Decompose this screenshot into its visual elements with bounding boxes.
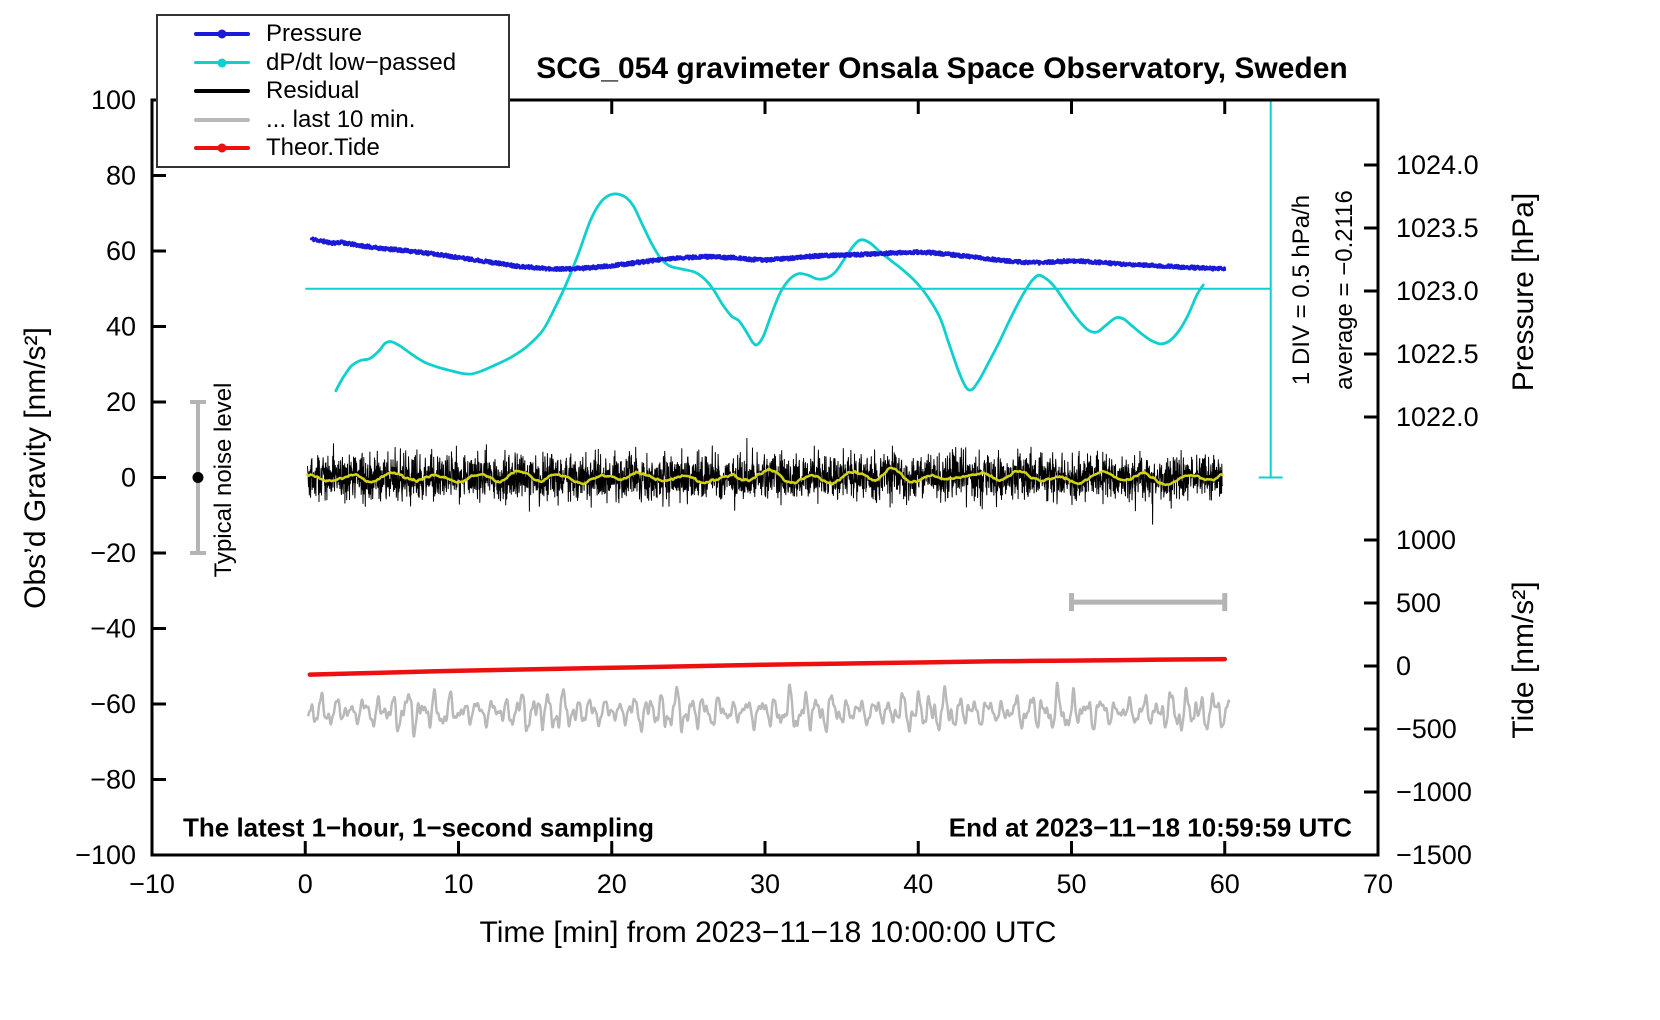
gravity-tick-label: 60: [106, 236, 136, 266]
legend-label: Residual: [266, 77, 360, 104]
pressure-tick-label: 1022.5: [1396, 339, 1479, 369]
tide-tick-label: −1000: [1396, 777, 1472, 807]
legend-label: Theor.Tide: [266, 134, 380, 161]
pressure-tick-label: 1024.0: [1396, 150, 1479, 180]
gravity-tick-label: 0: [121, 463, 136, 493]
legend-marker-dot: [217, 58, 227, 67]
series-residual: [307, 437, 1223, 525]
gravity-tick-label: 40: [106, 312, 136, 342]
noise-level-label: Typical noise level: [210, 382, 237, 578]
tide-tick-label: 1000: [1396, 525, 1456, 555]
x-tick-label: 20: [597, 869, 627, 899]
x-tick-label: 0: [298, 869, 313, 899]
sampling-note: The latest 1−hour, 1−second sampling: [183, 812, 655, 843]
noise-level-dot: [192, 472, 204, 483]
gravity-tick-label: 100: [91, 85, 136, 115]
legend-item-last10min: ... last 10 min.: [158, 106, 508, 133]
legend-sample-line: [194, 89, 250, 93]
series-residual-smoothed: [306, 466, 1224, 487]
legend-marker-dot: [217, 143, 227, 153]
pressure-tick-label: 1022.0: [1396, 402, 1479, 432]
legend-item-residual: Residual: [158, 77, 508, 105]
gravity-tick-label: −60: [90, 689, 136, 719]
div-scale-label: 1 DIV = 0.5 hPa/h: [1288, 194, 1315, 386]
x-tick-label: 70: [1363, 869, 1393, 899]
legend-sample-line: [194, 58, 250, 67]
legend-label: dP/dt low−passed: [266, 48, 457, 76]
legend-marker-dot: [217, 29, 227, 39]
legend-sample-line: [194, 143, 250, 153]
legend: Pressure dP/dt low−passed Residual... last…: [156, 14, 510, 168]
y-axis-label-tide: Tide [nm/s²]: [1507, 581, 1540, 739]
end-time-note: End at 2023−11−18 10:59:59 UTC: [948, 812, 1352, 843]
x-tick-label: 50: [1056, 869, 1086, 899]
legend-item-pressure: Pressure: [158, 20, 508, 48]
pressure-tick-label: 1023.0: [1396, 276, 1479, 306]
tide-tick-label: −1500: [1396, 840, 1472, 870]
gravity-tick-label: −20: [90, 538, 136, 568]
gravity-tick-label: 80: [106, 161, 136, 191]
tide-tick-label: 0: [1396, 651, 1411, 681]
average-label: average = −0.2116: [1331, 190, 1358, 390]
pressure-tick-label: 1023.5: [1396, 213, 1479, 243]
legend-label: Pressure: [266, 20, 363, 47]
legend-sample-line: [194, 117, 250, 122]
x-axis-label: Time [min] from 2023−11−18 10:00:00 UTC: [479, 916, 1057, 949]
gravity-tick-label: 20: [106, 387, 136, 417]
gravity-tick-label: −80: [90, 765, 136, 795]
tide-tick-label: −500: [1396, 714, 1457, 744]
x-tick-label: 60: [1210, 869, 1240, 899]
x-tick-label: −10: [129, 869, 175, 899]
legend-item-theor-tide: Theor.Tide: [158, 134, 508, 162]
chart-title: SCG_054 gravimeter Onsala Space Observat…: [536, 52, 1348, 85]
legend-item-dpdt: dP/dt low−passed: [158, 49, 508, 76]
legend-label: ... last 10 min.: [266, 105, 416, 133]
x-tick-label: 30: [750, 869, 780, 899]
y-axis-label-gravity: Obs’d Gravity [nm/s²]: [19, 327, 52, 609]
tide-tick-label: 500: [1396, 588, 1441, 618]
series-last10min: [307, 681, 1231, 738]
gravity-tick-label: −100: [75, 840, 136, 870]
x-tick-label: 40: [903, 869, 933, 899]
legend-sample-line: [194, 29, 250, 39]
series-theor-tide: [307, 656, 1228, 677]
y-axis-label-pressure: Pressure [hPa]: [1507, 192, 1540, 392]
gravity-tick-label: −40: [90, 614, 136, 644]
x-tick-label: 10: [443, 869, 473, 899]
series-pressure: [309, 236, 1227, 272]
series-dpdt: [334, 192, 1205, 393]
